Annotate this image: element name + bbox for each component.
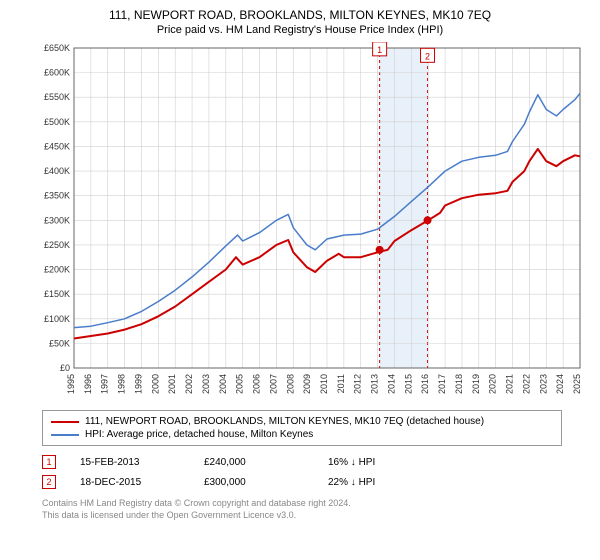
legend-row: HPI: Average price, detached house, Milt…: [51, 428, 553, 441]
svg-text:2005: 2005: [235, 374, 245, 394]
svg-text:£0: £0: [60, 363, 70, 373]
chart-title: 111, NEWPORT ROAD, BROOKLANDS, MILTON KE…: [12, 8, 588, 22]
svg-text:2014: 2014: [386, 374, 396, 394]
legend-row: 111, NEWPORT ROAD, BROOKLANDS, MILTON KE…: [51, 415, 553, 428]
svg-text:£250K: £250K: [44, 240, 70, 250]
svg-text:£350K: £350K: [44, 191, 70, 201]
svg-text:1998: 1998: [117, 374, 127, 394]
svg-text:£450K: £450K: [44, 141, 70, 151]
svg-text:£550K: £550K: [44, 92, 70, 102]
svg-text:2010: 2010: [319, 374, 329, 394]
legend-text: HPI: Average price, detached house, Milt…: [85, 429, 313, 440]
chart-svg: £0 £50K £100K £150K £200K £250K £300K £350K £400…: [32, 42, 588, 402]
svg-text:2000: 2000: [150, 374, 160, 394]
transaction-price: £240,000: [204, 457, 304, 468]
svg-text:2017: 2017: [437, 374, 447, 394]
svg-text:1996: 1996: [83, 374, 93, 394]
svg-text:£150K: £150K: [44, 289, 70, 299]
transaction-price: £300,000: [204, 477, 304, 488]
transaction-date: 15-FEB-2013: [80, 457, 180, 468]
titles: 111, NEWPORT ROAD, BROOKLANDS, MILTON KE…: [12, 8, 588, 36]
footer: Contains HM Land Registry data © Crown c…: [42, 498, 588, 521]
plot-area: £0 £50K £100K £150K £200K £250K £300K £350K £400…: [32, 42, 588, 402]
svg-text:£100K: £100K: [44, 314, 70, 324]
transactions-table: 1 15-FEB-2013 £240,000 16% ↓ HPI 2 18-DE…: [42, 452, 588, 492]
svg-text:2024: 2024: [555, 374, 565, 394]
transaction-row: 2 18-DEC-2015 £300,000 22% ↓ HPI: [42, 472, 588, 492]
footer-line: This data is licensed under the Open Gov…: [42, 510, 588, 522]
legend-swatch: [51, 421, 79, 423]
svg-text:2015: 2015: [403, 374, 413, 394]
svg-text:£500K: £500K: [44, 117, 70, 127]
legend-swatch: [51, 434, 79, 436]
svg-text:£50K: £50K: [49, 338, 70, 348]
svg-text:1997: 1997: [100, 374, 110, 394]
svg-text:2025: 2025: [572, 374, 582, 394]
svg-text:2009: 2009: [302, 374, 312, 394]
transaction-vs-hpi: 16% ↓ HPI: [328, 457, 428, 468]
svg-text:£300K: £300K: [44, 215, 70, 225]
svg-text:2013: 2013: [370, 374, 380, 394]
transaction-date: 18-DEC-2015: [80, 477, 180, 488]
transaction-row: 1 15-FEB-2013 £240,000 16% ↓ HPI: [42, 452, 588, 472]
legend: 111, NEWPORT ROAD, BROOKLANDS, MILTON KE…: [42, 410, 562, 446]
transaction-marker: 2: [42, 475, 56, 489]
svg-text:2022: 2022: [521, 374, 531, 394]
svg-text:1999: 1999: [133, 374, 143, 394]
svg-text:2011: 2011: [336, 374, 346, 393]
svg-text:2008: 2008: [285, 374, 295, 394]
svg-text:£600K: £600K: [44, 68, 70, 78]
svg-text:2007: 2007: [268, 374, 278, 394]
svg-text:2012: 2012: [353, 374, 363, 394]
svg-text:2023: 2023: [538, 374, 548, 394]
svg-text:2018: 2018: [454, 374, 464, 394]
svg-text:2021: 2021: [505, 374, 515, 394]
svg-text:2: 2: [425, 51, 430, 61]
svg-text:2016: 2016: [420, 374, 430, 394]
transaction-marker: 1: [42, 455, 56, 469]
svg-text:1: 1: [377, 45, 382, 55]
chart-subtitle: Price paid vs. HM Land Registry's House …: [12, 24, 588, 36]
svg-text:£400K: £400K: [44, 166, 70, 176]
svg-text:2004: 2004: [218, 374, 228, 394]
svg-text:2003: 2003: [201, 374, 211, 394]
svg-text:2006: 2006: [252, 374, 262, 394]
legend-text: 111, NEWPORT ROAD, BROOKLANDS, MILTON KE…: [85, 416, 484, 427]
footer-line: Contains HM Land Registry data © Crown c…: [42, 498, 588, 510]
svg-text:£650K: £650K: [44, 43, 70, 53]
svg-text:2002: 2002: [184, 374, 194, 394]
chart-container: 111, NEWPORT ROAD, BROOKLANDS, MILTON KE…: [0, 0, 600, 560]
svg-text:2020: 2020: [488, 374, 498, 394]
svg-text:2001: 2001: [167, 374, 177, 394]
transaction-vs-hpi: 22% ↓ HPI: [328, 477, 428, 488]
svg-text:2019: 2019: [471, 374, 481, 394]
svg-text:1995: 1995: [66, 374, 76, 394]
svg-text:£200K: £200K: [44, 265, 70, 275]
